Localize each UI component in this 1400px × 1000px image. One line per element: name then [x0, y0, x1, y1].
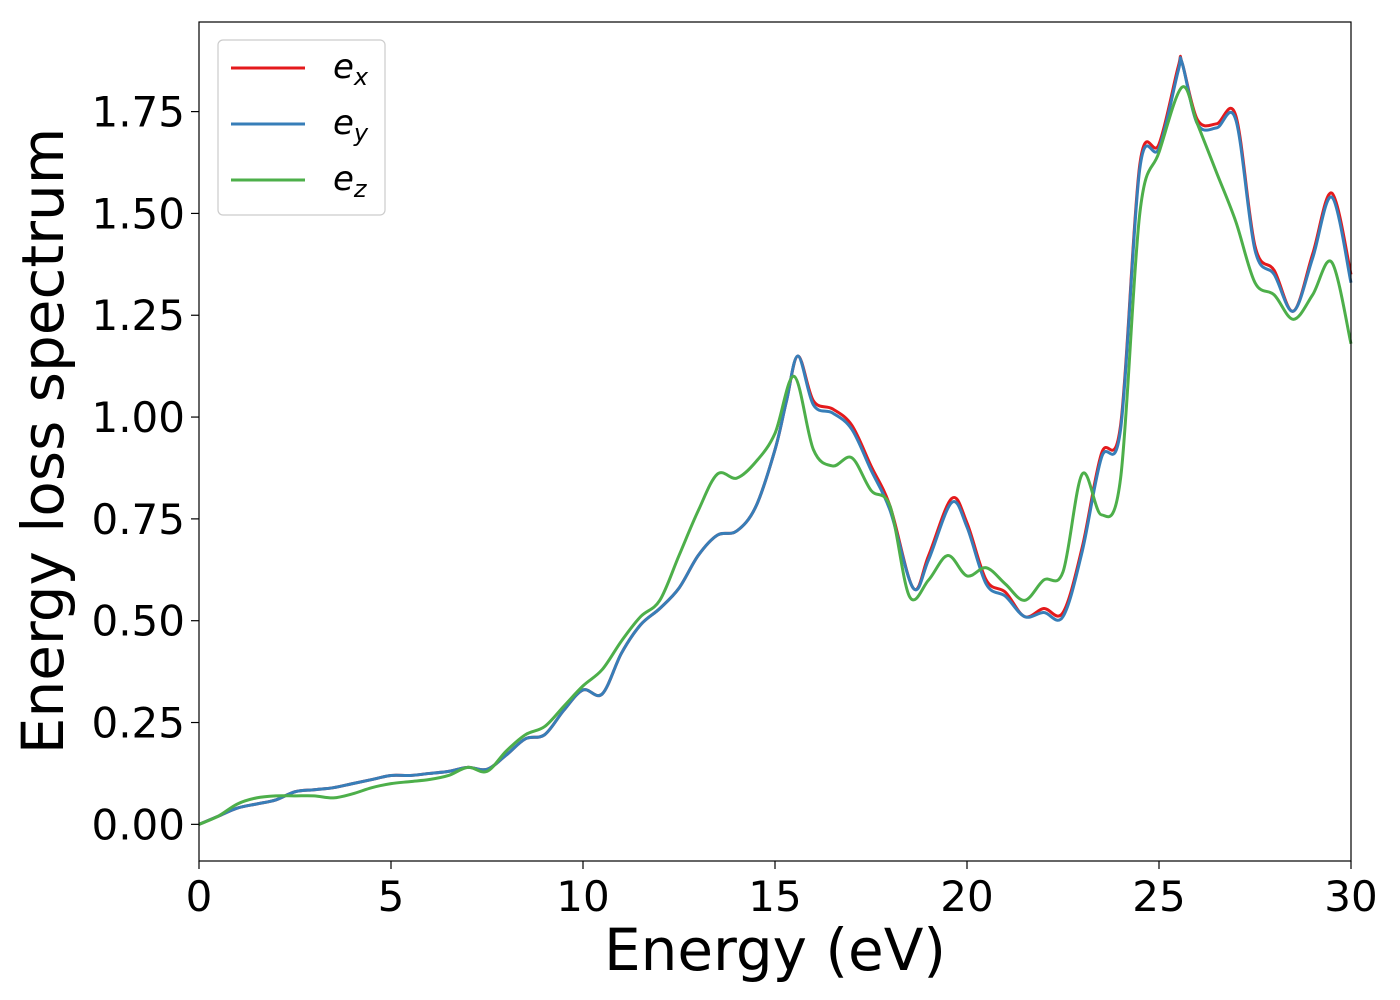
- x-tick-label: 0: [186, 872, 213, 921]
- y-tick-label: 0.75: [91, 495, 185, 544]
- x-tick-label: 5: [378, 872, 405, 921]
- y-axis-ticks: 0.00 0.25 0.50 0.75 1.00 1.25 1.50 1.75: [91, 88, 199, 849]
- y-tick-label: 1.25: [91, 291, 185, 340]
- y-axis-label: Energy loss spectrum: [9, 128, 77, 754]
- x-axis-label: Energy (eV): [604, 916, 946, 984]
- x-tick-label: 25: [1132, 872, 1185, 921]
- plot-lines: [198, 54, 1353, 826]
- x-axis-ticks: 0 5 10 15 20 25 30: [186, 861, 1378, 921]
- legend: ex ey ez: [217, 39, 386, 216]
- legend-box: [217, 39, 386, 216]
- y-tick-label: 0.25: [91, 699, 185, 748]
- series-line-e_z: [198, 85, 1353, 826]
- legend-label-e_y: ey: [333, 103, 369, 147]
- y-tick-label: 1.50: [91, 189, 185, 238]
- y-tick-label: 0.50: [91, 597, 185, 646]
- x-tick-label: 30: [1324, 872, 1377, 921]
- x-tick-label: 15: [748, 872, 801, 921]
- x-tick-label: 10: [556, 872, 609, 921]
- x-tick-label: 20: [940, 872, 993, 921]
- legend-label-e_z: ez: [333, 159, 368, 203]
- legend-label-e_x: ex: [333, 47, 369, 91]
- y-tick-label: 0.00: [91, 800, 185, 849]
- series-line-e_y: [198, 56, 1353, 826]
- y-tick-label: 1.75: [91, 88, 185, 137]
- y-tick-label: 1.00: [91, 393, 185, 442]
